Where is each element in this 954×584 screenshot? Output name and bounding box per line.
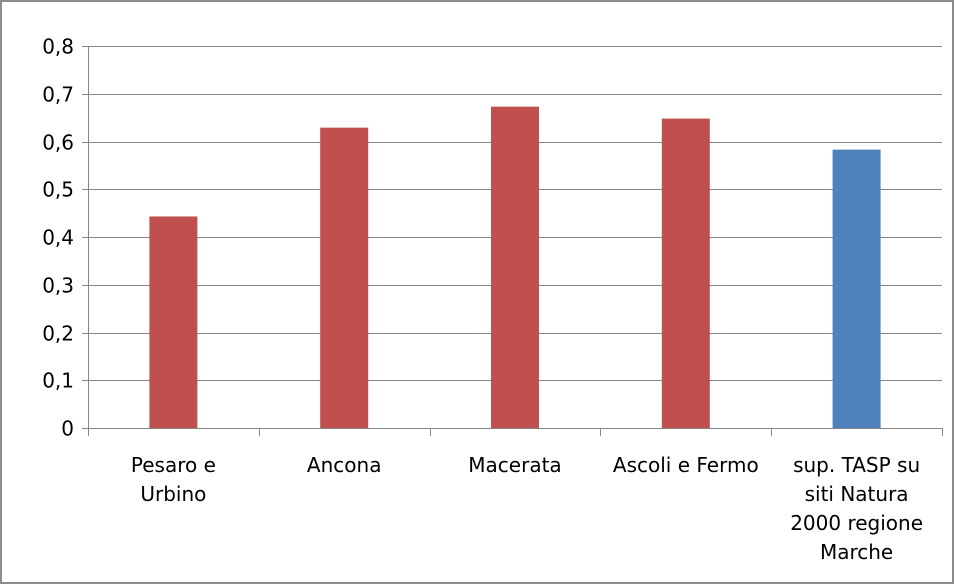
- y-tick-label: 0,5: [42, 178, 74, 202]
- y-tick-label: 0,6: [42, 131, 74, 155]
- y-tick-label: 0,8: [42, 35, 74, 59]
- y-tick-label: 0,2: [42, 322, 74, 346]
- bars: [149, 106, 881, 428]
- bar: [491, 106, 539, 428]
- bar: [149, 216, 198, 428]
- x-tick-label: Macerata: [468, 453, 561, 477]
- x-tick-label: sup. TASP su siti Natura 2000 regione March…: [790, 453, 923, 564]
- bar: [320, 127, 369, 428]
- x-tick-label: Ascoli e Fermo: [613, 453, 759, 477]
- y-tick-label: 0,3: [42, 274, 74, 298]
- y-tick-label: 0,7: [42, 83, 74, 107]
- axes: [82, 46, 943, 436]
- x-tick-label: Pesaro e Urbino: [131, 453, 216, 506]
- x-tick-label: Ancona: [307, 453, 382, 477]
- bar: [832, 149, 881, 428]
- y-tick-label: 0,4: [42, 226, 74, 250]
- y-tick-label: 0,1: [42, 369, 74, 393]
- tick-labels: 0 0,1 0,2 0,3 0,4 0,5 0,6 0,7 0,8 Pesaro e Urbino A…: [42, 35, 923, 565]
- y-tick-label: 0: [61, 417, 74, 441]
- bar: [661, 118, 710, 428]
